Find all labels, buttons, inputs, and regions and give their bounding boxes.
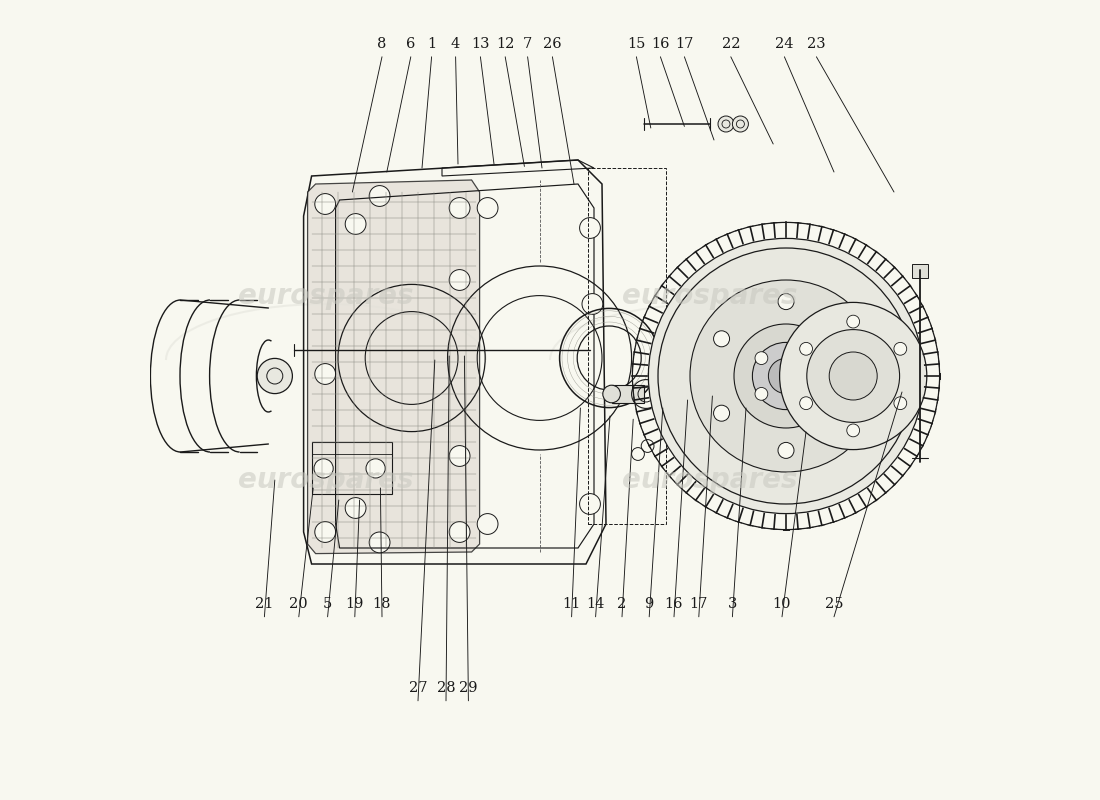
Circle shape — [648, 238, 924, 514]
Circle shape — [847, 424, 859, 437]
Circle shape — [843, 331, 858, 347]
Circle shape — [780, 302, 927, 450]
Text: 24: 24 — [776, 37, 794, 51]
Circle shape — [800, 397, 813, 410]
Text: 13: 13 — [471, 37, 490, 51]
Text: 5: 5 — [323, 597, 332, 611]
Circle shape — [778, 442, 794, 458]
Circle shape — [477, 198, 498, 218]
Circle shape — [843, 405, 858, 421]
Circle shape — [752, 342, 820, 410]
Text: 17: 17 — [690, 597, 708, 611]
Text: 27: 27 — [409, 681, 427, 695]
Text: 19: 19 — [345, 597, 364, 611]
Circle shape — [829, 352, 877, 400]
Circle shape — [894, 397, 906, 410]
Circle shape — [449, 270, 470, 290]
Bar — [588, 168, 666, 524]
Text: 6: 6 — [406, 37, 416, 51]
Circle shape — [315, 363, 336, 385]
Text: 21: 21 — [255, 597, 274, 611]
Circle shape — [314, 458, 333, 478]
Polygon shape — [308, 180, 480, 554]
Bar — [660, 390, 704, 399]
Text: 14: 14 — [586, 597, 605, 611]
Circle shape — [789, 341, 802, 354]
Circle shape — [718, 116, 734, 132]
Text: 16: 16 — [651, 37, 670, 51]
Circle shape — [449, 446, 470, 466]
Bar — [912, 264, 928, 278]
Circle shape — [345, 498, 366, 518]
Bar — [612, 386, 643, 403]
Circle shape — [449, 522, 470, 542]
Circle shape — [789, 398, 802, 411]
Circle shape — [315, 194, 336, 214]
Text: 1: 1 — [427, 37, 437, 51]
Text: 26: 26 — [543, 37, 562, 51]
Text: 29: 29 — [459, 681, 477, 695]
Circle shape — [806, 330, 900, 422]
Circle shape — [778, 294, 794, 310]
Circle shape — [698, 390, 708, 399]
Circle shape — [257, 358, 293, 394]
Circle shape — [477, 514, 498, 534]
Circle shape — [658, 248, 914, 504]
Text: 4: 4 — [451, 37, 460, 51]
Text: 7: 7 — [522, 37, 532, 51]
Circle shape — [714, 405, 729, 421]
Circle shape — [580, 218, 601, 238]
Text: 23: 23 — [807, 37, 826, 51]
Circle shape — [769, 358, 804, 394]
Text: 3: 3 — [728, 597, 737, 611]
Text: 25: 25 — [825, 597, 844, 611]
Text: eurospares: eurospares — [623, 466, 798, 494]
Text: 10: 10 — [772, 597, 791, 611]
Text: 2: 2 — [617, 597, 627, 611]
Circle shape — [449, 198, 470, 218]
Circle shape — [315, 522, 336, 542]
Circle shape — [654, 390, 664, 399]
Circle shape — [370, 186, 390, 206]
Text: 22: 22 — [722, 37, 740, 51]
Text: 8: 8 — [377, 37, 387, 51]
Text: 18: 18 — [373, 597, 392, 611]
Circle shape — [755, 352, 768, 365]
Circle shape — [370, 532, 390, 553]
Text: 28: 28 — [437, 681, 455, 695]
Circle shape — [810, 370, 823, 382]
Text: 11: 11 — [562, 597, 581, 611]
Circle shape — [714, 331, 729, 347]
Text: 12: 12 — [496, 37, 515, 51]
Text: eurospares: eurospares — [239, 466, 414, 494]
Circle shape — [733, 116, 748, 132]
Text: 20: 20 — [289, 597, 308, 611]
Circle shape — [755, 387, 768, 400]
Text: eurospares: eurospares — [239, 282, 414, 310]
Circle shape — [603, 386, 620, 403]
Circle shape — [366, 458, 385, 478]
Circle shape — [894, 342, 906, 355]
Text: 17: 17 — [675, 37, 694, 51]
Circle shape — [847, 315, 859, 328]
Circle shape — [734, 324, 838, 428]
Circle shape — [345, 214, 366, 234]
Text: 15: 15 — [627, 37, 646, 51]
Text: eurospares: eurospares — [623, 282, 798, 310]
Circle shape — [580, 494, 601, 514]
Text: 16: 16 — [664, 597, 683, 611]
Circle shape — [800, 342, 813, 355]
Circle shape — [690, 280, 882, 472]
Text: 9: 9 — [645, 597, 653, 611]
Circle shape — [582, 294, 603, 314]
